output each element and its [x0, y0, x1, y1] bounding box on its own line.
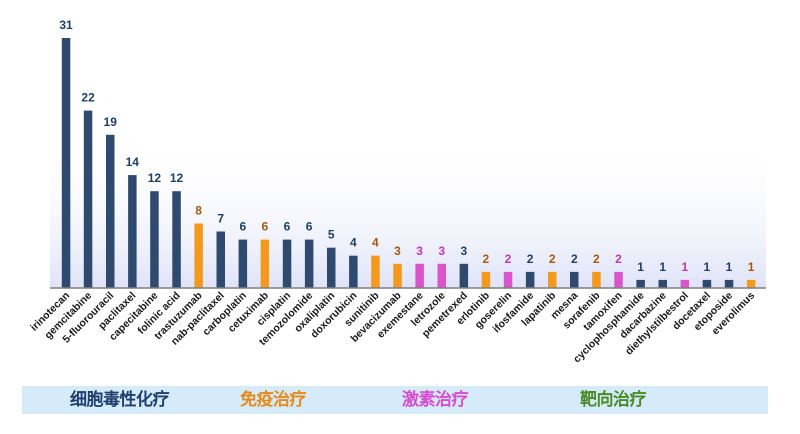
data-label-temozolomide: 6	[306, 220, 313, 234]
bars-layer	[61, 38, 756, 288]
data-label-goserelin: 2	[505, 252, 512, 266]
tick-labels-layer: irinotecangemcitabine5-fluorouracilpacli…	[28, 290, 757, 366]
bar-bevacizumab	[393, 263, 402, 288]
data-label-trastuzumab: 8	[195, 204, 202, 218]
bar-goserelin	[503, 271, 513, 288]
data-label-pemetrexed: 3	[460, 244, 467, 258]
bar-irinotecan	[61, 38, 71, 288]
bar-carboplatin	[238, 239, 248, 288]
bar-gemcitabine	[83, 110, 93, 288]
bar-mesna	[570, 271, 579, 288]
plot-background	[50, 140, 766, 288]
data-label-bevacizumab: 3	[394, 244, 401, 258]
bar-cyclophosphamide	[636, 279, 645, 288]
bar-tamoxifen	[614, 271, 623, 288]
bar-cetuximab	[260, 239, 270, 288]
bar-dacarbazine	[658, 279, 667, 288]
data-label-capecitabine: 12	[148, 171, 162, 185]
data-label-exemestane: 3	[416, 244, 423, 258]
bar-paclitaxel	[128, 175, 137, 288]
bar-5-fluorouracil	[106, 134, 115, 288]
bar-exemestane	[415, 263, 424, 288]
data-label-etoposide: 1	[726, 260, 733, 274]
data-label-doxorubicin: 4	[350, 236, 357, 250]
data-label-carboplatin: 6	[239, 220, 246, 234]
legend-item-immuno: 免疫治疗	[240, 390, 307, 410]
data-label-cyclophosphamide: 1	[637, 260, 644, 274]
legend-item-hormone: 激素治疗	[402, 390, 469, 410]
bar-folinic acid	[172, 191, 181, 288]
bar-sorafenib	[592, 271, 601, 288]
data-label-nab-paclitaxel: 7	[217, 212, 224, 226]
data-label-mesna: 2	[571, 252, 578, 266]
data-label-5-fluorouracil: 19	[104, 115, 118, 129]
legend-item-targeted: 靶向治疗	[580, 390, 647, 410]
data-label-irinotecan: 31	[59, 18, 73, 32]
bar-ifosfamide	[525, 271, 535, 288]
bar-diethylstilbestrol	[680, 279, 690, 288]
bar-capecitabine	[150, 191, 159, 288]
data-label-dacarbazine: 1	[659, 260, 666, 274]
data-label-erlotinib: 2	[483, 252, 490, 266]
bar-etoposide	[724, 279, 734, 288]
legend-bar: 细胞毒性化疗 免疫治疗 激素治疗 靶向治疗	[22, 386, 768, 414]
bar-trastuzumab	[194, 223, 203, 288]
bar-temozolomide	[304, 239, 314, 288]
data-label-docetaxel: 1	[704, 260, 711, 274]
data-label-folinic acid: 12	[170, 171, 184, 185]
data-label-tamoxifen: 2	[615, 252, 622, 266]
bar-everolimus	[746, 279, 756, 288]
data-label-everolimus: 1	[748, 260, 755, 274]
bar-doxorubicin	[349, 255, 358, 288]
data-label-oxaliplatin: 5	[328, 228, 335, 242]
data-label-gemcitabine: 22	[81, 91, 95, 105]
bar-letrozole	[437, 263, 446, 288]
data-label-cisplatin: 6	[284, 220, 291, 234]
bar-oxaliplatin	[327, 247, 336, 288]
data-label-sorafenib: 2	[593, 252, 600, 266]
bar-nab-paclitaxel	[216, 231, 225, 288]
bar-lapatinib	[548, 271, 557, 288]
data-label-lapatinib: 2	[549, 252, 556, 266]
bar-cisplatin	[282, 239, 292, 288]
data-label-paclitaxel: 14	[126, 155, 140, 169]
bar-sunitinib	[371, 255, 380, 288]
legend-item-chemo: 细胞毒性化疗	[70, 390, 170, 410]
data-label-diethylstilbestrol: 1	[681, 260, 688, 274]
data-label-sunitinib: 4	[372, 236, 379, 250]
bar-pemetrexed	[459, 263, 469, 288]
data-label-letrozole: 3	[438, 244, 445, 258]
data-label-ifosfamide: 2	[527, 252, 534, 266]
bar-docetaxel	[702, 279, 712, 288]
bar-erlotinib	[481, 271, 491, 288]
data-label-cetuximab: 6	[262, 220, 269, 234]
